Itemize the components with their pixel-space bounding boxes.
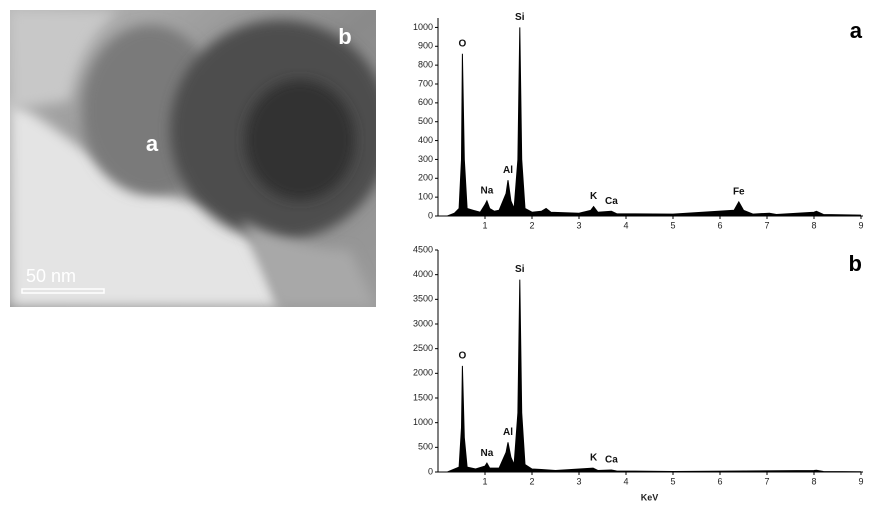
x-tick-label: 4	[623, 476, 628, 486]
y-tick-label: 500	[418, 442, 433, 452]
x-tick-label: 2	[529, 220, 534, 230]
x-tick-label: 5	[670, 220, 675, 230]
y-tick-label: 800	[418, 60, 433, 70]
peak-label: Na	[480, 186, 493, 197]
peak-label: Si	[515, 264, 525, 275]
spectrum-line	[447, 279, 862, 473]
peak-label: Na	[480, 448, 493, 459]
x-tick-label: 3	[576, 476, 581, 486]
y-tick-label: 4000	[413, 269, 433, 279]
x-tick-label: 8	[811, 476, 816, 486]
peak-label: O	[459, 38, 467, 49]
y-tick-label: 700	[418, 78, 433, 88]
x-tick-label: 9	[858, 220, 863, 230]
y-tick-label: 100	[418, 192, 433, 202]
peak-label: K	[590, 453, 598, 464]
peak-label: Ca	[605, 455, 618, 466]
y-tick-label: 2500	[413, 343, 433, 353]
x-tick-label: 6	[717, 220, 722, 230]
x-tick-label: 6	[717, 476, 722, 486]
y-tick-label: 1500	[413, 392, 433, 402]
y-tick-label: 1000	[413, 417, 433, 427]
x-tick-label: 4	[623, 220, 628, 230]
y-tick-label: 900	[418, 41, 433, 51]
x-tick-label: 3	[576, 220, 581, 230]
y-tick-label: 0	[428, 210, 433, 220]
peak-label: Si	[515, 12, 525, 23]
region-label: a	[146, 131, 159, 156]
y-tick-label: 2000	[413, 368, 433, 378]
x-tick-label: 1	[482, 476, 487, 486]
y-tick-label: 3500	[413, 294, 433, 304]
y-tick-label: 600	[418, 97, 433, 107]
x-tick-label: 9	[858, 476, 863, 486]
x-axis-label: KeV	[641, 492, 659, 502]
y-tick-label: 500	[418, 116, 433, 126]
x-tick-label: 8	[811, 220, 816, 230]
x-tick-label: 5	[670, 476, 675, 486]
x-tick-label: 7	[764, 476, 769, 486]
peak-label: Al	[503, 165, 513, 176]
y-tick-label: 400	[418, 135, 433, 145]
peak-label: Al	[503, 427, 513, 438]
x-tick-label: 1	[482, 220, 487, 230]
scale-bar	[21, 288, 105, 294]
panel-label: b	[849, 251, 862, 276]
x-tick-label: 7	[764, 220, 769, 230]
peak-label: Fe	[733, 186, 745, 197]
scale-bar-label: 50 nm	[26, 266, 76, 286]
peak-label: O	[459, 351, 467, 362]
x-tick-label: 2	[529, 476, 534, 486]
y-tick-label: 1000	[413, 22, 433, 32]
y-tick-label: 3000	[413, 318, 433, 328]
panel-label: a	[850, 18, 863, 43]
spectrum-fill	[447, 279, 861, 472]
region-label: b	[338, 24, 351, 49]
spectrum-line	[447, 27, 862, 217]
y-tick-label: 300	[418, 154, 433, 164]
y-tick-label: 0	[428, 466, 433, 476]
peak-label: K	[590, 191, 598, 202]
tem-image: a b 50 nm	[10, 10, 376, 307]
y-tick-label: 4500	[413, 244, 433, 254]
peak-label: Ca	[605, 196, 618, 207]
y-tick-label: 200	[418, 173, 433, 183]
